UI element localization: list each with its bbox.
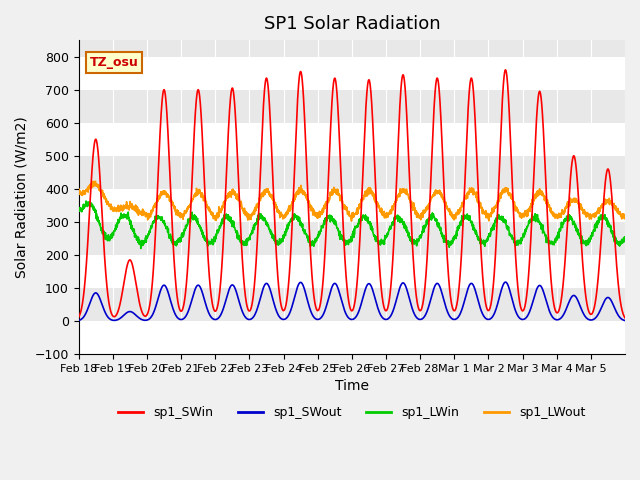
- Text: TZ_osu: TZ_osu: [90, 56, 138, 69]
- sp1_SWin: [516, 303, 524, 309]
- sp1_SWout: [547, 312, 555, 318]
- sp1_LWin: [130, 228, 138, 233]
- Bar: [79, 288, 625, 321]
- Bar: [79, 123, 625, 156]
- sp1_SWin: [547, 279, 555, 285]
- sp1_SWin: [247, 305, 255, 311]
- sp1_LWin: [614, 240, 621, 246]
- Line: sp1_LWin: sp1_LWin: [79, 201, 625, 249]
- Title: SP1 Solar Radiation: SP1 Solar Radiation: [264, 15, 440, 33]
- sp1_LWout: [92, 179, 99, 184]
- sp1_LWin: [385, 226, 393, 232]
- Bar: [79, 321, 625, 354]
- Line: sp1_LWout: sp1_LWout: [79, 181, 625, 221]
- sp1_SWout: [621, 318, 629, 324]
- sp1_SWin: [129, 265, 137, 271]
- Line: sp1_SWin: sp1_SWin: [79, 70, 625, 318]
- sp1_LWin: [248, 231, 255, 237]
- Line: sp1_SWout: sp1_SWout: [79, 282, 625, 321]
- sp1_LWin: [137, 246, 145, 252]
- sp1_LWin: [548, 239, 556, 245]
- sp1_LWout: [348, 218, 355, 224]
- Bar: [79, 255, 625, 288]
- Bar: [79, 57, 625, 90]
- sp1_LWin: [621, 234, 629, 240]
- sp1_SWin: [75, 314, 83, 320]
- Bar: [79, 222, 625, 255]
- sp1_SWout: [516, 316, 524, 322]
- sp1_SWin: [621, 315, 629, 321]
- sp1_LWin: [82, 198, 90, 204]
- sp1_LWout: [248, 211, 255, 217]
- sp1_LWout: [548, 208, 556, 214]
- Bar: [79, 189, 625, 222]
- sp1_LWout: [75, 188, 83, 193]
- sp1_SWout: [385, 316, 392, 322]
- X-axis label: Time: Time: [335, 379, 369, 394]
- sp1_SWout: [247, 316, 255, 322]
- sp1_SWout: [129, 310, 137, 316]
- sp1_SWout: [614, 311, 621, 317]
- sp1_SWin: [614, 272, 621, 277]
- Legend: sp1_SWin, sp1_SWout, sp1_LWin, sp1_LWout: sp1_SWin, sp1_SWout, sp1_LWin, sp1_LWout: [113, 401, 591, 424]
- sp1_LWout: [516, 212, 524, 218]
- sp1_SWin: [385, 302, 392, 308]
- Bar: [79, 90, 625, 123]
- sp1_LWout: [614, 210, 621, 216]
- sp1_LWout: [385, 211, 393, 217]
- sp1_LWin: [516, 241, 524, 247]
- Y-axis label: Solar Radiation (W/m2): Solar Radiation (W/m2): [15, 116, 29, 278]
- sp1_SWout: [502, 279, 509, 285]
- sp1_SWin: [502, 67, 509, 73]
- sp1_LWin: [75, 207, 83, 213]
- sp1_SWout: [75, 318, 83, 324]
- Bar: [79, 156, 625, 189]
- sp1_LWout: [130, 205, 138, 211]
- sp1_LWout: [621, 214, 629, 219]
